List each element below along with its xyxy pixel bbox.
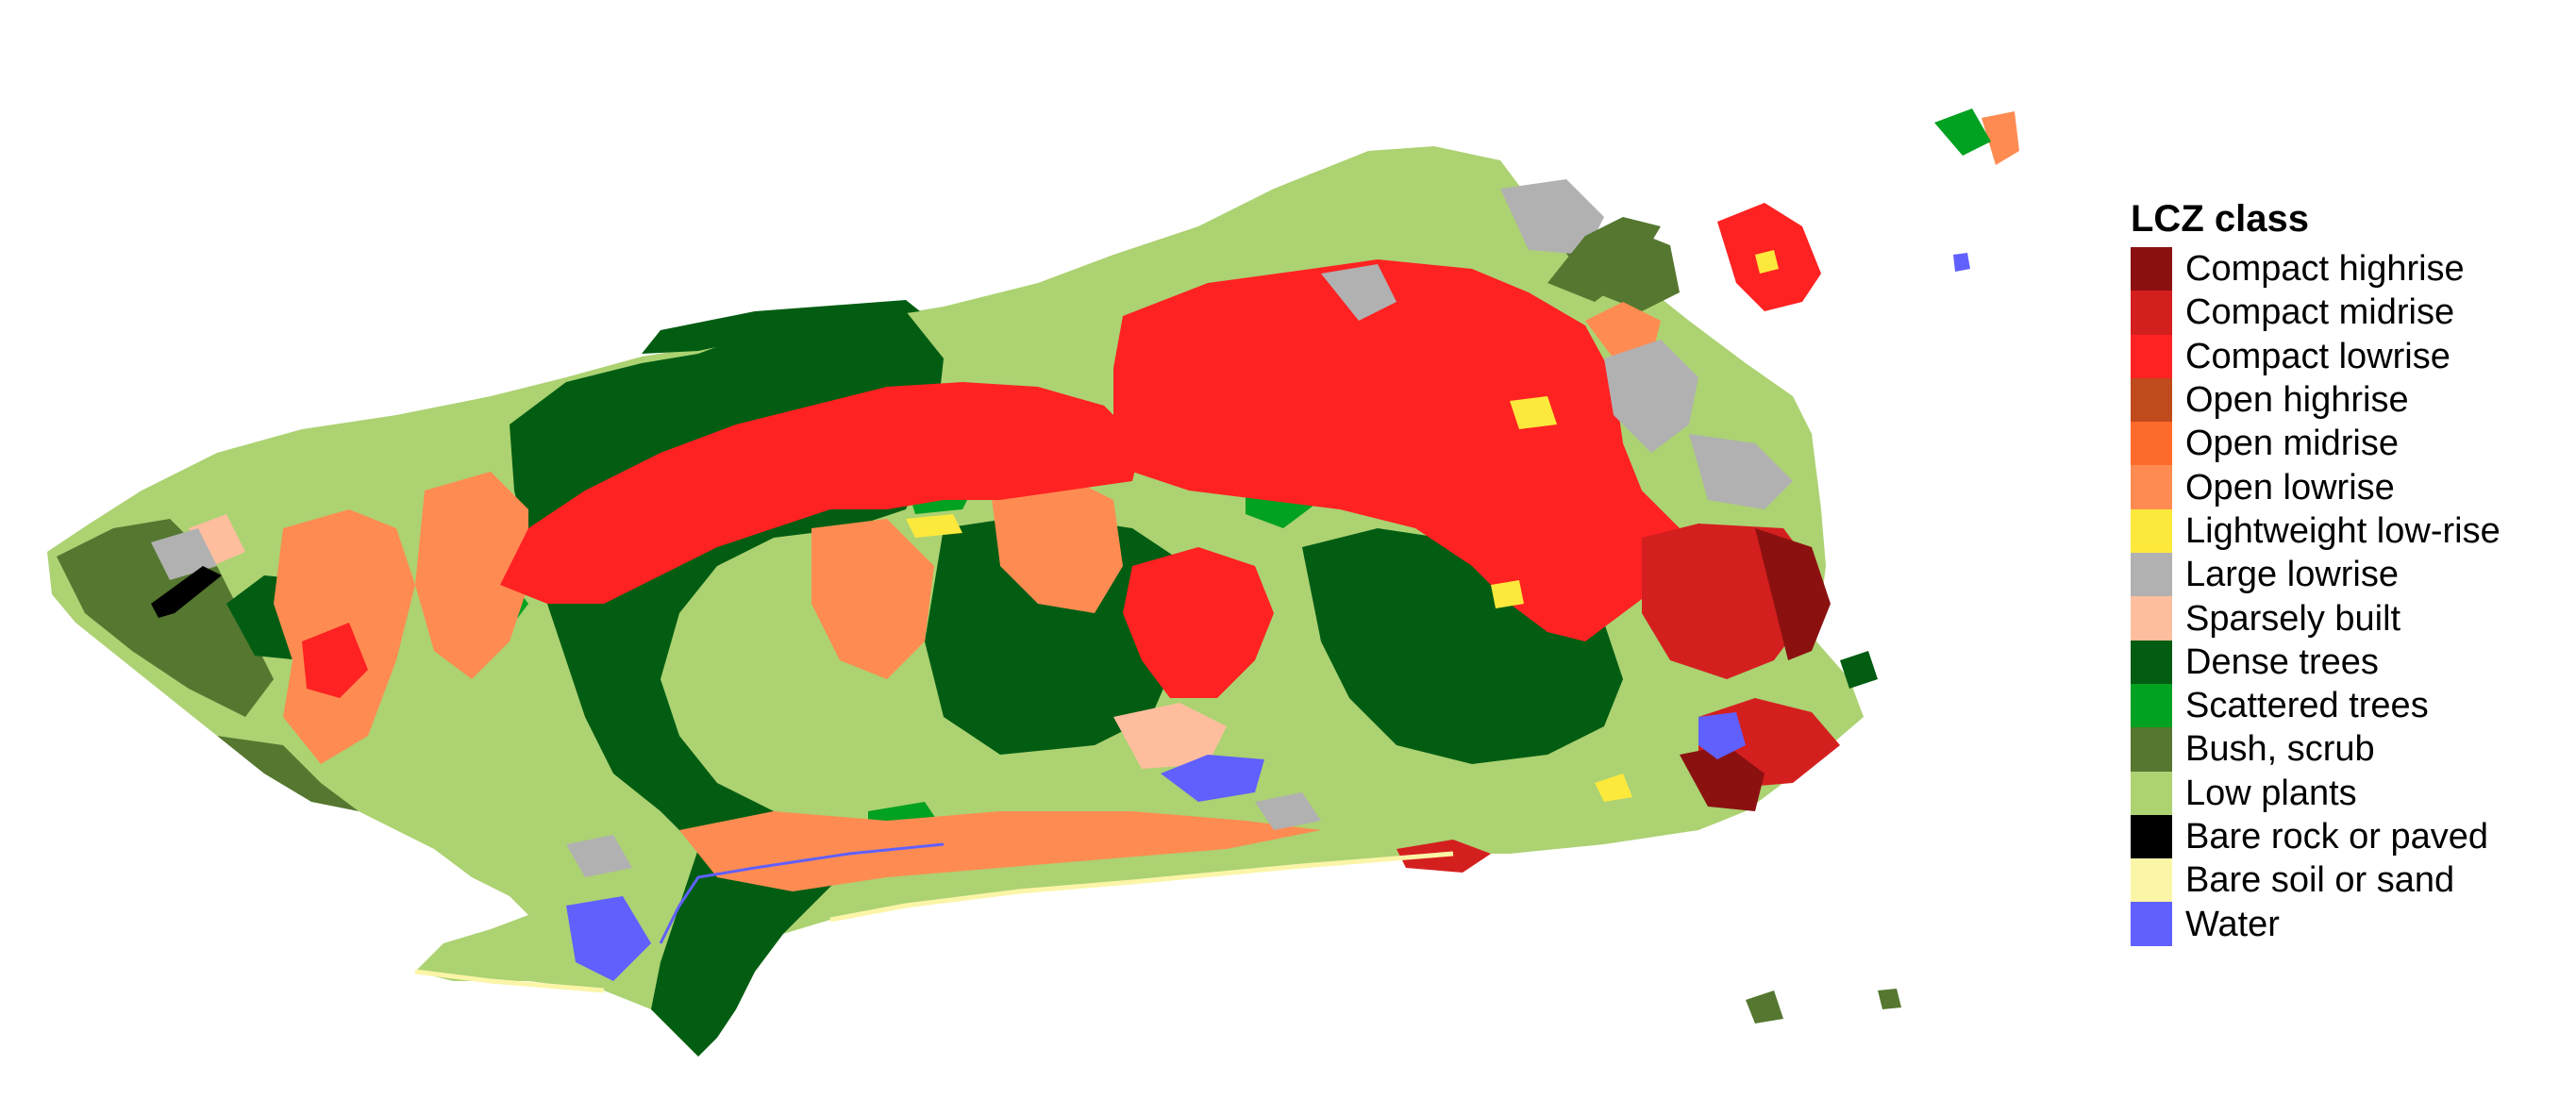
legend-item: Compact midrise <box>2131 291 2565 335</box>
legend-swatch <box>2131 596 2172 641</box>
legend-swatch <box>2131 902 2172 946</box>
legend-label: Bare soil or sand <box>2185 860 2455 901</box>
legend-item: Open highrise <box>2131 377 2565 423</box>
legend-label: Bush, scrub <box>2185 729 2375 770</box>
legend-items: Compact highrise Compact midrise Compact… <box>2131 247 2565 946</box>
legend-item: Sparsely built <box>2131 596 2565 641</box>
legend-item: Scattered trees <box>2131 683 2565 728</box>
legend-label: Compact lowrise <box>2185 336 2451 376</box>
legend-label: Large lowrise <box>2185 555 2399 595</box>
legend-label: Bare rock or paved <box>2185 817 2489 857</box>
legend-swatch <box>2131 291 2172 335</box>
legend-swatch <box>2131 377 2172 423</box>
legend-label: Dense trees <box>2185 641 2379 682</box>
legend-label: Open midrise <box>2185 424 2399 464</box>
compact-lowrise-west <box>500 382 1142 604</box>
legend-item: Dense trees <box>2131 640 2565 684</box>
legend-item: Water <box>2131 902 2565 946</box>
legend-swatch <box>2131 422 2172 466</box>
legend-swatch <box>2131 771 2172 815</box>
legend-label: Sparsely built <box>2185 598 2401 639</box>
legend-label: Low plants <box>2185 773 2357 813</box>
legend-item: Compact lowrise <box>2131 334 2565 378</box>
legend-title: LCZ class <box>2131 198 2309 240</box>
map-legend: LCZ class Compact highrise Compact midri… <box>2131 200 2565 946</box>
legend-label: Scattered trees <box>2185 686 2429 726</box>
compact-lowrise-north <box>1113 259 1680 641</box>
legend-swatch <box>2131 508 2172 554</box>
legend-label: Compact midrise <box>2185 292 2455 333</box>
legend-swatch <box>2131 334 2172 378</box>
legend-label: Open lowrise <box>2185 467 2395 508</box>
legend-item: Compact highrise <box>2131 247 2565 291</box>
legend-item: Lightweight low-rise <box>2131 508 2565 554</box>
legend-item: Open midrise <box>2131 422 2565 466</box>
legend-swatch <box>2131 553 2172 597</box>
legend-item: Bush, scrub <box>2131 727 2565 772</box>
legend-item: Low plants <box>2131 771 2565 815</box>
legend-label: Lightweight low-rise <box>2185 510 2501 551</box>
legend-swatch <box>2131 247 2172 291</box>
legend-item: Large lowrise <box>2131 553 2565 597</box>
legend-label: Compact highrise <box>2185 249 2465 290</box>
legend-label: Water <box>2185 904 2280 944</box>
legend-swatch <box>2131 858 2172 903</box>
legend-item: Bare rock or paved <box>2131 814 2565 859</box>
legend-item: Bare soil or sand <box>2131 858 2565 903</box>
legend-swatch <box>2131 683 2172 728</box>
legend-item: Open lowrise <box>2131 465 2565 509</box>
legend-swatch <box>2131 727 2172 772</box>
legend-swatch <box>2131 640 2172 684</box>
lcz-map <box>47 108 2019 1057</box>
legend-label: Open highrise <box>2185 380 2409 421</box>
legend-swatch <box>2131 465 2172 509</box>
legend-swatch <box>2131 814 2172 859</box>
